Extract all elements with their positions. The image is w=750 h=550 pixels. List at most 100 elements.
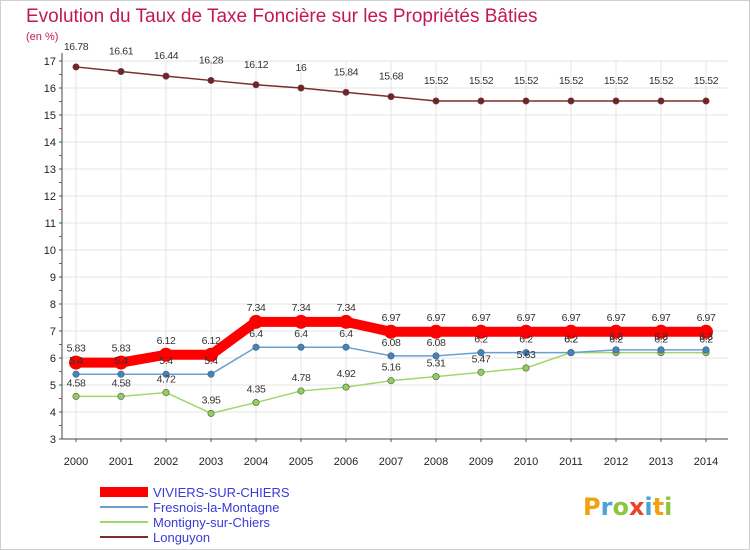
data-point [69, 355, 83, 370]
data-label: 5.47 [472, 353, 491, 365]
data-label: 15.52 [424, 75, 449, 87]
data-label: 6.4 [249, 328, 263, 340]
data-point [159, 347, 173, 362]
legend-label: Longuyon [153, 530, 210, 545]
data-label: 6.08 [427, 337, 446, 349]
data-point [72, 370, 80, 378]
data-point [339, 314, 353, 329]
data-label: 5.83 [67, 343, 86, 355]
data-point [207, 76, 215, 84]
x-tick-label: 2013 [649, 456, 673, 468]
data-point [432, 352, 440, 360]
data-label: 5.4 [159, 355, 173, 367]
data-point [207, 370, 215, 378]
data-point [342, 88, 350, 96]
data-point [429, 324, 443, 339]
data-label: 6.3 [609, 331, 623, 343]
y-tick-label: 7 [50, 326, 56, 338]
y-tick-label: 16 [44, 83, 56, 95]
data-point [432, 373, 440, 381]
data-label: 6.97 [697, 312, 716, 324]
data-label: 6.3 [699, 331, 713, 343]
data-point [384, 324, 398, 339]
y-tick-label: 8 [50, 299, 56, 311]
data-label: 6.2 [654, 334, 668, 346]
data-point [474, 324, 488, 339]
y-tick-label: 15 [44, 110, 56, 122]
x-tick-label: 2005 [289, 456, 313, 468]
x-tick-label: 2009 [469, 456, 493, 468]
data-label: 6.12 [157, 335, 176, 347]
x-tick-label: 2000 [64, 456, 88, 468]
data-point [387, 352, 395, 360]
series-longuyon [72, 63, 710, 105]
data-point [702, 346, 710, 354]
y-axis: 3 4 5 6 7 8 9 10 11 12 13 14 15 16 17 [44, 53, 63, 446]
data-point [522, 349, 530, 357]
y-tick-label: 11 [45, 218, 56, 230]
data-point [252, 399, 260, 407]
data-point [72, 63, 80, 71]
y-tick-label: 10 [44, 245, 56, 257]
x-tick-label: 2008 [424, 456, 448, 468]
x-axis: 2000 2001 2002 2003 2004 2005 2006 2007 2008 2009… [62, 438, 728, 468]
data-point [342, 383, 350, 391]
data-point [162, 389, 170, 397]
data-label: 5.63 [517, 349, 536, 361]
legend-item: VIVIERS-SUR-CHIERS [100, 485, 290, 500]
legend-label: Montigny-sur-Chiers [153, 515, 271, 530]
data-point [654, 324, 668, 339]
data-point [567, 349, 575, 357]
series-layer [69, 63, 713, 417]
data-label: 6.08 [382, 337, 401, 349]
data-label: 15.52 [514, 75, 539, 87]
y-axis-unit-label: (en %) [26, 31, 58, 43]
data-label: 7.34 [337, 302, 356, 314]
data-label: 16 [296, 62, 307, 74]
y-tick-label: 4 [50, 407, 56, 419]
data-label: 5.4 [204, 355, 218, 367]
y-tick-label: 13 [44, 164, 56, 176]
data-label: 16.61 [109, 46, 134, 58]
data-point [519, 324, 533, 339]
data-point [387, 377, 395, 385]
data-label: 6.97 [652, 312, 671, 324]
data-label: 16.44 [154, 50, 179, 62]
data-point [612, 97, 620, 105]
data-label: 6.97 [607, 312, 626, 324]
svg-text:Proxiti: Proxiti [583, 493, 672, 521]
data-point [117, 68, 125, 76]
data-point [252, 81, 260, 89]
data-label: 5.31 [427, 358, 446, 370]
data-point [207, 409, 215, 417]
y-tick-label: 3 [50, 434, 56, 446]
data-point [522, 97, 530, 105]
data-label: 7.34 [247, 302, 266, 314]
data-label: 6.97 [427, 312, 446, 324]
legend-label: Fresnois-la-Montagne [153, 500, 279, 515]
data-label: 15.52 [649, 75, 674, 87]
x-tick-label: 2010 [514, 456, 538, 468]
x-tick-label: 2007 [379, 456, 403, 468]
data-point [702, 97, 710, 105]
data-label: 6.3 [654, 331, 668, 343]
data-label: 6.97 [382, 312, 401, 324]
data-label: 15.52 [559, 75, 584, 87]
data-point [477, 368, 485, 376]
data-point [249, 314, 263, 329]
y-tick-label: 6 [50, 353, 56, 365]
data-point [477, 349, 485, 357]
data-label: 5.16 [382, 362, 401, 374]
legend-item: Fresnois-la-Montagne [100, 500, 279, 515]
data-point [609, 324, 623, 339]
data-point [432, 97, 440, 105]
data-point [114, 355, 128, 370]
data-label: 6.2 [564, 334, 578, 346]
data-point [612, 346, 620, 354]
data-label: 4.92 [337, 368, 356, 380]
y-tick-label: 9 [50, 272, 56, 284]
data-label: 15.84 [334, 66, 359, 78]
data-label: 6.2 [699, 334, 713, 346]
data-point [564, 324, 578, 339]
